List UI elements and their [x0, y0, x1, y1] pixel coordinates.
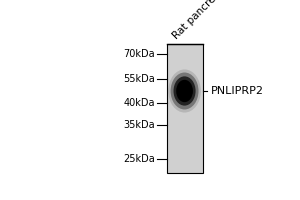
Text: 40kDa: 40kDa: [123, 98, 155, 108]
Ellipse shape: [168, 69, 201, 113]
Text: 55kDa: 55kDa: [123, 74, 155, 84]
Ellipse shape: [171, 73, 199, 109]
Text: 25kDa: 25kDa: [123, 154, 155, 164]
Text: Rat pancreas: Rat pancreas: [171, 0, 226, 41]
Ellipse shape: [176, 80, 193, 102]
Ellipse shape: [173, 76, 196, 106]
Bar: [167, 44, 203, 173]
Text: 70kDa: 70kDa: [123, 49, 155, 59]
Text: PNLIPRP2: PNLIPRP2: [211, 86, 264, 96]
Text: 35kDa: 35kDa: [123, 120, 155, 130]
